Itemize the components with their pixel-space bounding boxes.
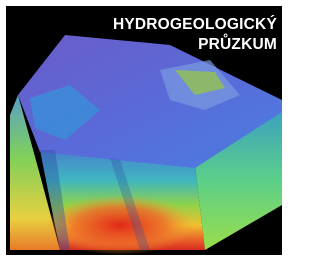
model-image: HYDROGEOLOGICKÝ PRŮZKUM	[0, 0, 288, 261]
title-line: HYDROGEOLOGICKÝ	[113, 15, 278, 33]
title-line: PRŮZKUM	[198, 34, 277, 53]
